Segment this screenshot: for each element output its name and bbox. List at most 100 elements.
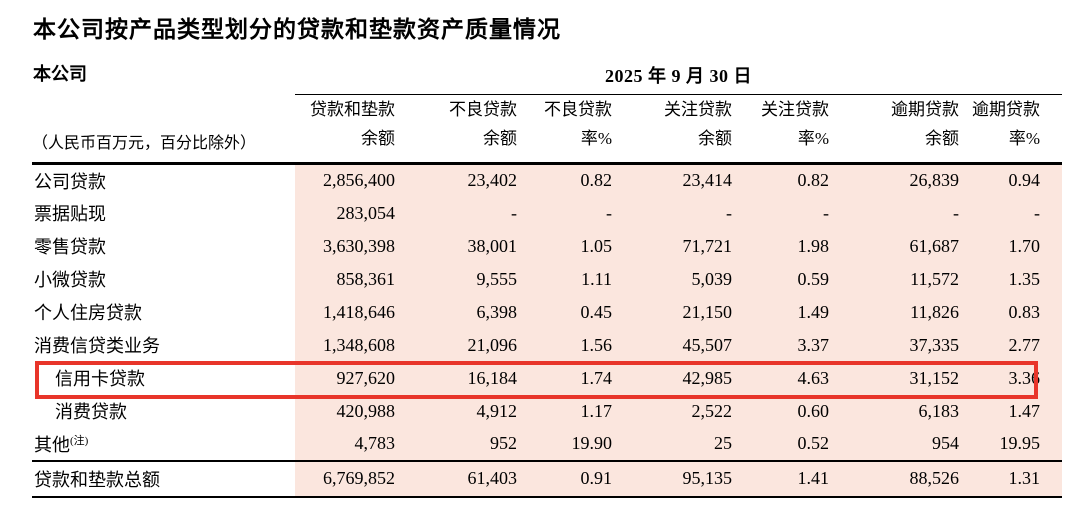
- cell-value: 858,361: [295, 262, 395, 296]
- cell-value: 23,414: [612, 163, 732, 197]
- cell-value: 3,630,398: [295, 229, 395, 263]
- cell-value: 1.05: [517, 229, 612, 263]
- cell-value: 2,522: [612, 394, 732, 428]
- loan-quality-table: 本公司 2025 年 9 月 30 日 （人民币百万元，百分比除外） 贷款和垫款…: [32, 52, 1062, 498]
- column-header: 逾期贷款 率%: [959, 94, 1062, 164]
- row-label: 信用卡贷款: [32, 362, 295, 395]
- page-title: 本公司按产品类型划分的贷款和垫款资产质量情况: [33, 17, 561, 42]
- cell-value: 0.91: [517, 460, 612, 497]
- cell-value: 1.11: [517, 262, 612, 296]
- cell-value: -: [732, 196, 829, 230]
- cell-value: 1,348,608: [295, 328, 395, 362]
- cell-value: 0.82: [517, 163, 612, 197]
- cell-value: 283,054: [295, 196, 395, 230]
- cell-value: 1.49: [732, 295, 829, 329]
- cell-value: 1.17: [517, 394, 612, 428]
- cell-value: 11,572: [829, 262, 959, 296]
- column-header-line2: 率%: [797, 129, 829, 149]
- total-row: 贷款和垫款总额 6,769,852 61,403 0.91 95,135 1.41 88,5…: [32, 460, 1062, 497]
- cell-value: 3.36: [959, 361, 1062, 395]
- cell-value: 25: [612, 427, 732, 461]
- cell-value: 6,769,852: [295, 460, 395, 497]
- cell-value: 0.82: [732, 163, 829, 197]
- cell-value: 1.98: [732, 229, 829, 263]
- cell-value: 6,398: [395, 295, 517, 329]
- column-header-line1: 关注贷款: [761, 99, 829, 119]
- loan-quality-table-wrap: 本公司 2025 年 9 月 30 日 （人民币百万元，百分比除外） 贷款和垫款…: [32, 52, 1062, 498]
- cell-value: 0.94: [959, 163, 1062, 197]
- column-header: 关注贷款率%: [732, 94, 829, 164]
- table-row: 小微贷款 858,361 9,555 1.11 5,039 0.59 11,572 1.35: [32, 262, 1062, 296]
- cell-value: 952: [395, 427, 517, 461]
- column-header-line1: 逾期贷款: [972, 99, 1040, 119]
- row-label: 消费贷款: [32, 395, 295, 428]
- row-label-text: 消费贷款: [55, 402, 127, 422]
- column-header-row: （人民币百万元，百分比除外） 贷款和垫款 余额 不良贷款 余额 不良贷款 率% 关注贷款 余额…: [32, 94, 1062, 164]
- row-label-text: 其他: [34, 434, 70, 455]
- cell-value: 71,721: [612, 229, 732, 263]
- table-row: 消费信贷类业务 1,348,608 21,096 1.56 45,507 3.37 37,3…: [32, 328, 1062, 362]
- table-row: 其他(注) 4,783 952 19.90 25 0.52 954 19.95: [32, 427, 1062, 461]
- cell-value: 4,912: [395, 394, 517, 428]
- cell-value: 927,620: [295, 361, 395, 395]
- cell-value: -: [612, 196, 732, 230]
- cell-value: 4,783: [295, 427, 395, 461]
- row-label-text: 信用卡贷款: [55, 369, 145, 389]
- footnote-marker: (注): [70, 434, 89, 447]
- column-header-line2: 余额: [483, 129, 517, 149]
- cell-value: 61,403: [395, 460, 517, 497]
- cell-value: 95,135: [612, 460, 732, 497]
- cell-value: 9,555: [395, 262, 517, 296]
- cell-value: 0.60: [732, 394, 829, 428]
- cell-value: -: [517, 196, 612, 230]
- cell-value: -: [395, 196, 517, 230]
- column-header-line2: 余额: [361, 129, 395, 149]
- table-body: 公司贷款 2,856,400 23,402 0.82 23,414 0.82 26,839 0…: [32, 163, 1062, 497]
- cell-value: 16,184: [395, 361, 517, 395]
- cell-value: 1.47: [959, 394, 1062, 428]
- cell-value: -: [829, 196, 959, 230]
- cell-value: 19.90: [517, 427, 612, 461]
- row-label-text: 零售贷款: [34, 237, 106, 257]
- cell-value: 37,335: [829, 328, 959, 362]
- column-header: 关注贷款余额: [612, 94, 732, 164]
- cell-value: 0.59: [732, 262, 829, 296]
- row-label-text: 消费信贷类业务: [34, 336, 160, 356]
- cell-value: 61,687: [829, 229, 959, 263]
- cell-value: 42,985: [612, 361, 732, 395]
- cell-value: 88,526: [829, 460, 959, 497]
- cell-value: 1,418,646: [295, 295, 395, 329]
- row-label-text: 个人住房贷款: [34, 303, 142, 323]
- date-header: 2025 年 9 月 30 日: [295, 52, 1062, 95]
- row-label: 个人住房贷款: [32, 296, 295, 329]
- column-header-line1: 不良贷款: [449, 99, 517, 119]
- column-header: 贷款和垫款余额: [295, 94, 395, 164]
- column-header-line1: 贷款和垫款: [310, 99, 395, 119]
- row-label: 零售贷款: [32, 230, 295, 263]
- column-header-line1: 关注贷款: [664, 99, 732, 119]
- cell-value: 11,826: [829, 295, 959, 329]
- cell-value: 0.52: [732, 427, 829, 461]
- cell-value: 4.63: [732, 361, 829, 395]
- table-row-highlighted: 信用卡贷款 927,620 16,184 1.74 42,985 4.63 31,152 3.…: [32, 361, 1062, 395]
- cell-value: 21,150: [612, 295, 732, 329]
- row-label-text: 票据贴现: [34, 204, 106, 224]
- cell-value: 1.70: [959, 229, 1062, 263]
- column-header: 不良贷款余额: [395, 94, 517, 164]
- row-label-text: 公司贷款: [34, 171, 106, 192]
- cell-value: 3.37: [732, 328, 829, 362]
- column-header-line2: 余额: [925, 129, 959, 149]
- column-header-line2: 余额: [698, 129, 732, 149]
- cell-value: 954: [829, 427, 959, 461]
- cell-value: 38,001: [395, 229, 517, 263]
- table-row: 个人住房贷款 1,418,646 6,398 0.45 21,150 1.49 11,826…: [32, 295, 1062, 329]
- cell-value: -: [959, 196, 1062, 230]
- table-row: 消费贷款 420,988 4,912 1.17 2,522 0.60 6,183 1.47: [32, 394, 1062, 428]
- cell-value: 1.56: [517, 328, 612, 362]
- table-row: 零售贷款 3,630,398 38,001 1.05 71,721 1.98 61,687 1…: [32, 229, 1062, 263]
- row-label: 小微贷款: [32, 263, 295, 296]
- cell-value: 1.31: [959, 460, 1062, 497]
- cell-value: 45,507: [612, 328, 732, 362]
- table-row: 公司贷款 2,856,400 23,402 0.82 23,414 0.82 26,839 0…: [32, 163, 1062, 197]
- cell-value: 1.35: [959, 262, 1062, 296]
